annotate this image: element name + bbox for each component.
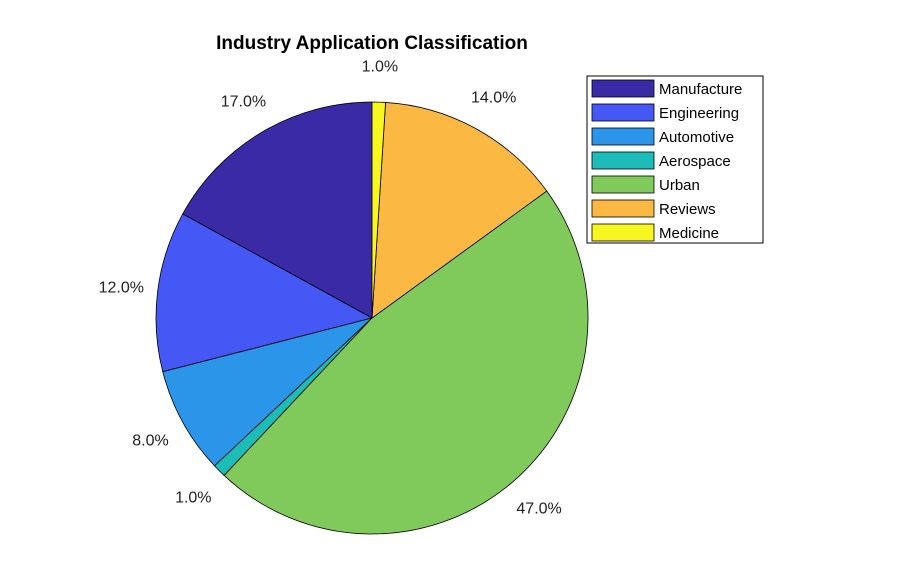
pct-label-urban: 47.0% [516,501,561,518]
legend-label-medicine: Medicine [659,225,719,242]
legend-swatch-reviews [591,199,655,218]
legend-swatch-medicine [591,223,655,242]
chart-title: Industry Application Classification [216,33,528,54]
pie-slice-urban [223,190,589,535]
pie-slices [155,101,589,535]
pie-slice-medicine [371,101,386,319]
legend-label-reviews: Reviews [659,201,716,218]
legend-swatch-manufacture [591,79,655,98]
legend-label-engineering: Engineering [659,105,739,122]
pie-slice-engineering [155,213,374,373]
pct-label-engineering: 12.0% [99,279,144,296]
pct-label-manufacture: 17.0% [221,94,266,111]
legend-label-automotive: Automotive [659,129,734,146]
legend: Manufacture Engineering Automotive Aerospac… [586,75,764,244]
legend-swatch-engineering [591,103,655,122]
pie-slice-automotive [162,317,373,467]
pct-label-reviews: 14.0% [471,90,516,107]
pie-slice-reviews [371,102,548,319]
legend-label-manufacture: Manufacture [659,81,742,98]
pct-label-aerospace: 1.0% [175,490,211,507]
legend-label-urban: Urban [659,177,700,194]
legend-swatch-automotive [591,127,655,146]
pie-slice-manufacture [182,101,373,319]
legend-items: Manufacture Engineering Automotive Aerospac… [591,79,742,242]
percentage-labels: 17.0% 12.0% 8.0% 1.0% 47.0% 14.0% 1.0% [99,58,562,517]
pct-label-medicine: 1.0% [362,58,398,75]
legend-swatch-urban [591,175,655,194]
legend-swatch-aerospace [591,151,655,170]
pct-label-automotive: 8.0% [132,433,168,450]
legend-label-aerospace: Aerospace [659,153,731,170]
